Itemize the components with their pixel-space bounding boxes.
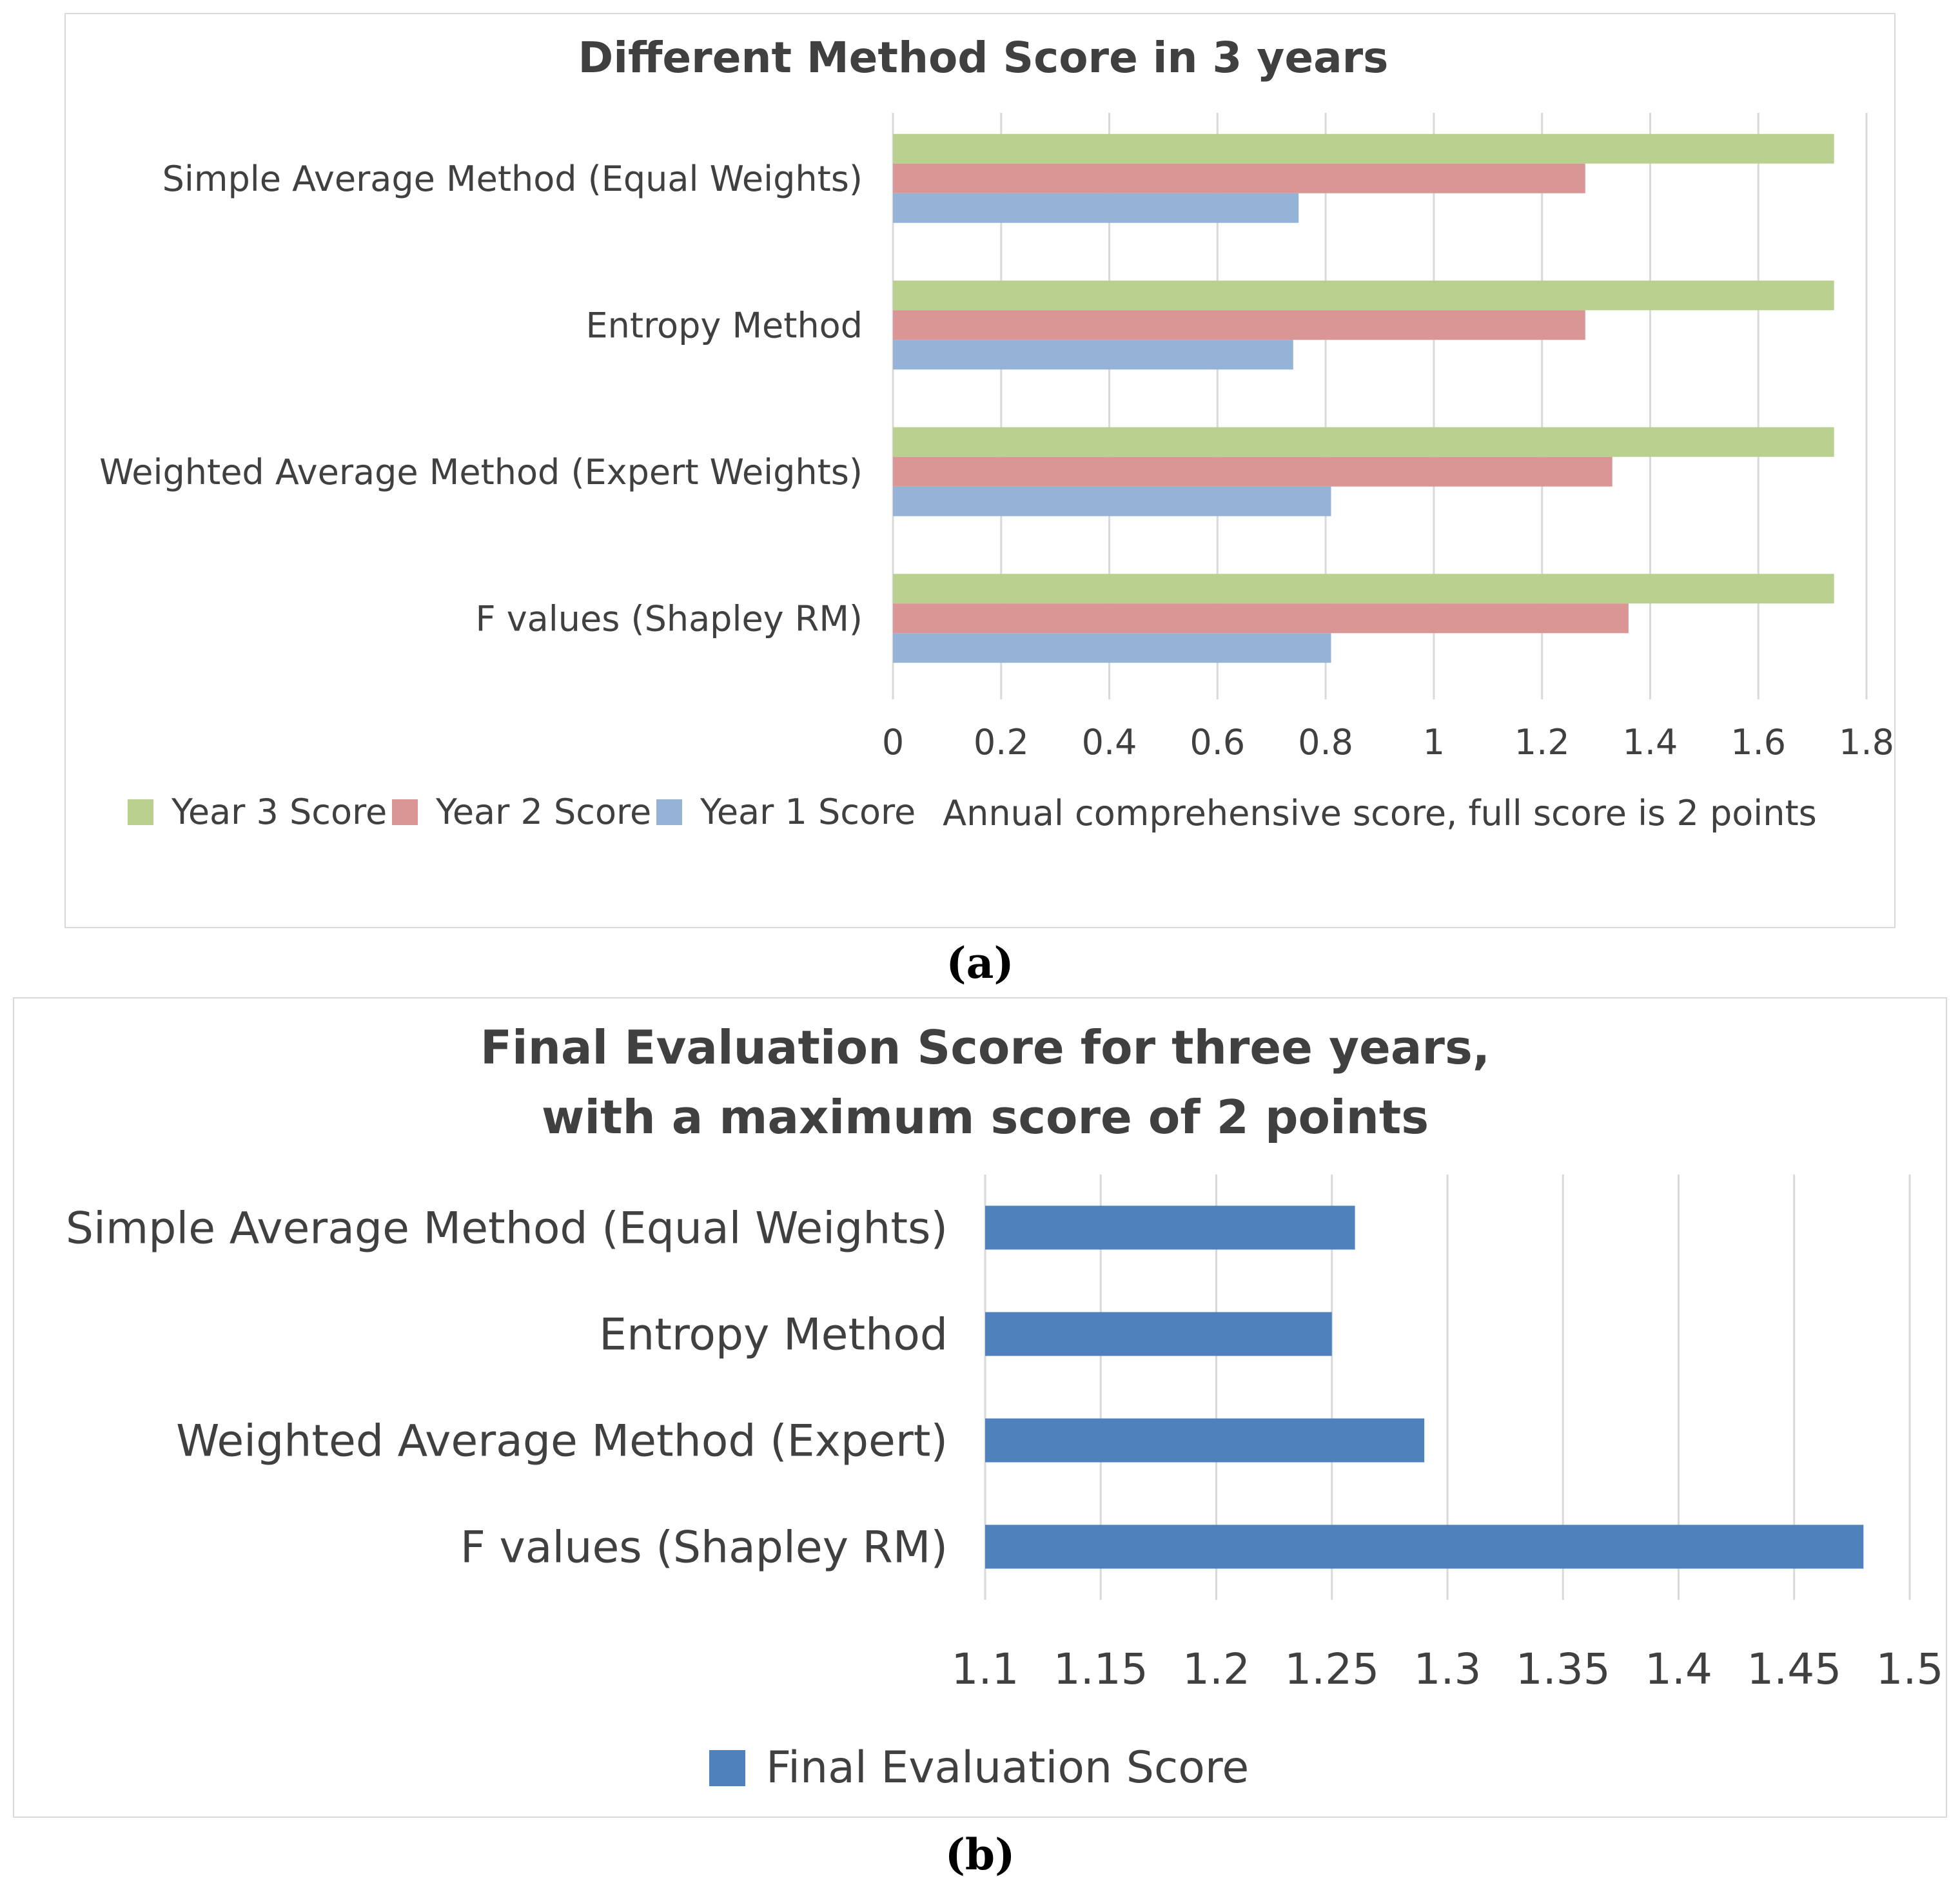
chart-a-category-label: Weighted Average Method (Expert Weights): [99, 452, 863, 492]
chart-a-legend-swatch: [656, 799, 682, 825]
chart-a-x-tick-label: 1: [1423, 722, 1445, 763]
chart-b-title-line: Final Evaluation Score for three years,: [480, 1020, 1490, 1075]
chart-a-x-tick-label: 1.4: [1622, 722, 1678, 763]
chart-b-x-tick-label: 1.25: [1284, 1644, 1379, 1694]
chart-b-x-tick-label: 1.4: [1645, 1644, 1712, 1694]
chart-b-category-label: F values (Shapley RM): [460, 1523, 948, 1573]
chart-a-x-tick-label: 0.2: [974, 722, 1029, 763]
chart-a-legend-swatch: [392, 799, 418, 825]
chart-a-category-label: Simple Average Method (Equal Weights): [162, 159, 863, 199]
chart-b-category-label: Weighted Average Method (Expert): [176, 1416, 948, 1467]
chart-b-legend-swatch: [709, 1750, 745, 1786]
chart-a: Different Method Score in 3 years 0 0.2 0.4…: [99, 33, 1894, 833]
chart-b-bar: [985, 1524, 1864, 1569]
chart-b-category-label: Simple Average Method (Equal Weights): [66, 1203, 948, 1254]
chart-b-x-tick-label: 1.35: [1516, 1644, 1611, 1694]
chart-a-bar-year-3-score: [893, 427, 1834, 457]
chart-a-category-label: F values (Shapley RM): [476, 598, 863, 639]
chart-b-bar: [985, 1205, 1355, 1250]
chart-a-x-tick-label: 0.4: [1082, 722, 1137, 763]
chart-a-bar-year-1-score: [893, 486, 1331, 516]
panel-b-caption: (b): [945, 1829, 1015, 1880]
chart-b: Final Evaluation Score for three years, w…: [66, 1020, 1944, 1793]
chart-a-bar-year-3-score: [893, 280, 1834, 311]
chart-a-category-label: Entropy Method: [586, 305, 863, 346]
chart-a-x-tick-label: 0.8: [1298, 722, 1353, 763]
chart-b-x-tick-label: 1.1: [952, 1644, 1019, 1694]
chart-a-legend-swatch: [128, 799, 153, 825]
chart-a-x-tick-label: 0: [882, 722, 904, 763]
chart-b-title-line: with a maximum score of 2 points: [542, 1090, 1429, 1144]
chart-b-x-tick-label: 1.5: [1876, 1644, 1944, 1694]
chart-a-bar-year-2-score: [893, 310, 1585, 340]
chart-a-x-tick-label: 1.2: [1514, 722, 1570, 763]
panel-a-caption: (a): [946, 938, 1014, 988]
chart-a-x-tick-label: 1.8: [1839, 722, 1894, 763]
chart-a-bar-year-1-score: [893, 633, 1331, 663]
chart-a-bar-year-2-score: [893, 163, 1585, 193]
chart-a-legend-label: Year 3 Score: [171, 792, 387, 832]
chart-b-bar: [985, 1418, 1425, 1463]
chart-b-category-label: Entropy Method: [599, 1310, 948, 1361]
chart-b-x-tick-label: 1.3: [1414, 1644, 1482, 1694]
chart-a-legend-label: Year 2 Score: [435, 792, 651, 832]
chart-b-legend-label: Final Evaluation Score: [766, 1742, 1249, 1793]
chart-b-frame: [13, 997, 1947, 1818]
chart-a-bar-year-1-score: [893, 193, 1299, 223]
chart-a-x-tick-label: 0.6: [1190, 722, 1245, 763]
chart-a-bar-year-3-score: [893, 133, 1834, 164]
chart-a-bar-year-2-score: [893, 456, 1612, 487]
chart-b-x-tick-label: 1.2: [1182, 1644, 1250, 1694]
chart-a-x-tick-label: 1.6: [1730, 722, 1786, 763]
chart-a-legend-label: Year 1 Score: [700, 792, 916, 832]
chart-b-x-tick-label: 1.15: [1054, 1644, 1148, 1694]
chart-a-title: Different Method Score in 3 years: [578, 33, 1389, 83]
chart-a-bar-year-3-score: [893, 574, 1834, 604]
chart-a-bar-year-2-score: [893, 603, 1629, 634]
chart-b-bar: [985, 1312, 1332, 1356]
chart-a-x-axis-label: Annual comprehensive score, full score i…: [943, 793, 1817, 833]
chart-a-bar-year-1-score: [893, 340, 1293, 370]
chart-b-x-tick-label: 1.45: [1747, 1644, 1841, 1694]
